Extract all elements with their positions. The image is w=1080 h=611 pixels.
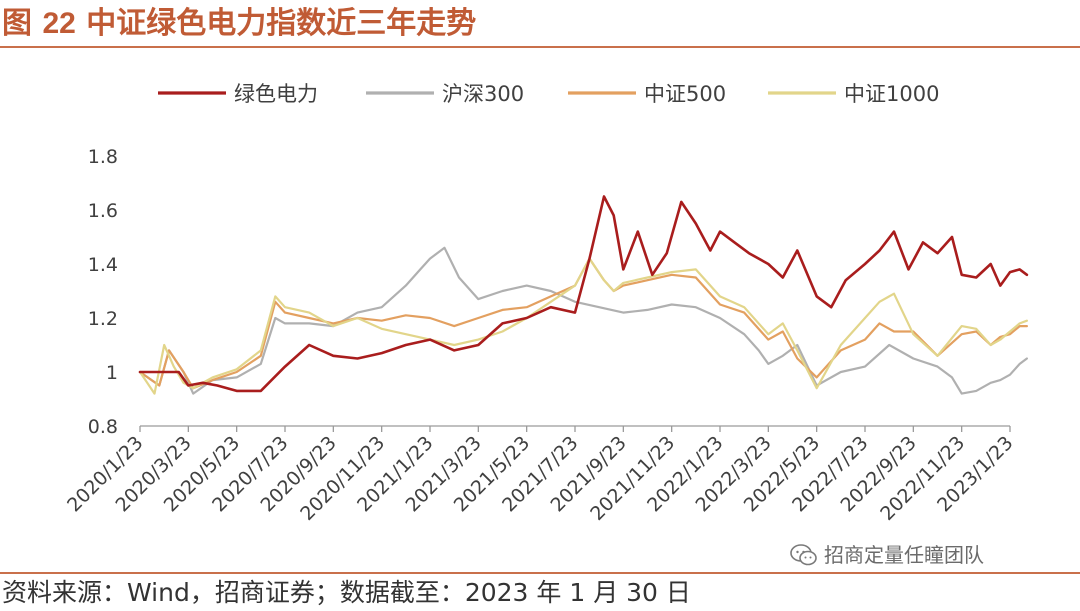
y-tick-label: 0.8 — [88, 416, 118, 438]
watermark: 招商定量任瞳团队 — [790, 540, 984, 570]
figure-title-text: 中证绿色电力指数近三年走势 — [86, 6, 477, 41]
source-note: 资料来源：Wind，招商证券；数据截至：2023 年 1 月 30 日 — [2, 578, 691, 607]
chart-legend: 绿色电力 沪深300 中证500 中证1000 — [158, 82, 939, 106]
series-lines — [138, 195, 1029, 395]
y-tick-label: 1.8 — [88, 146, 118, 168]
watermark-text: 招商定量任瞳团队 — [824, 543, 984, 567]
y-tick-label: 1 — [106, 362, 118, 384]
x-axis: 2020/1/232020/3/232020/5/232020/7/232020… — [63, 425, 1018, 525]
figure-number: 22 — [42, 7, 76, 40]
legend-label: 沪深300 — [442, 82, 524, 106]
y-tick-label: 1.2 — [88, 308, 118, 330]
y-tick-label: 1.6 — [88, 200, 118, 222]
legend-label: 中证500 — [644, 82, 726, 106]
wechat-icon — [790, 544, 817, 566]
line-chart: 绿色电力 沪深300 中证500 中证1000 0.8 1 1.2 1.4 1.6 1.8 20… — [63, 82, 1029, 525]
legend-label: 绿色电力 — [234, 82, 318, 106]
figure-label: 图 — [2, 6, 32, 41]
series-line-1 — [138, 195, 1029, 393]
series-line-2 — [138, 246, 1029, 395]
y-axis: 0.8 1 1.2 1.4 1.6 1.8 — [88, 146, 118, 438]
legend-label: 中证1000 — [844, 82, 939, 106]
title-divider — [0, 46, 1080, 48]
footer-divider — [0, 572, 1080, 574]
figure-title: 图 22 中证绿色电力指数近三年走势 — [2, 2, 476, 46]
y-tick-label: 1.4 — [88, 254, 118, 276]
series-line-4 — [138, 257, 1029, 395]
